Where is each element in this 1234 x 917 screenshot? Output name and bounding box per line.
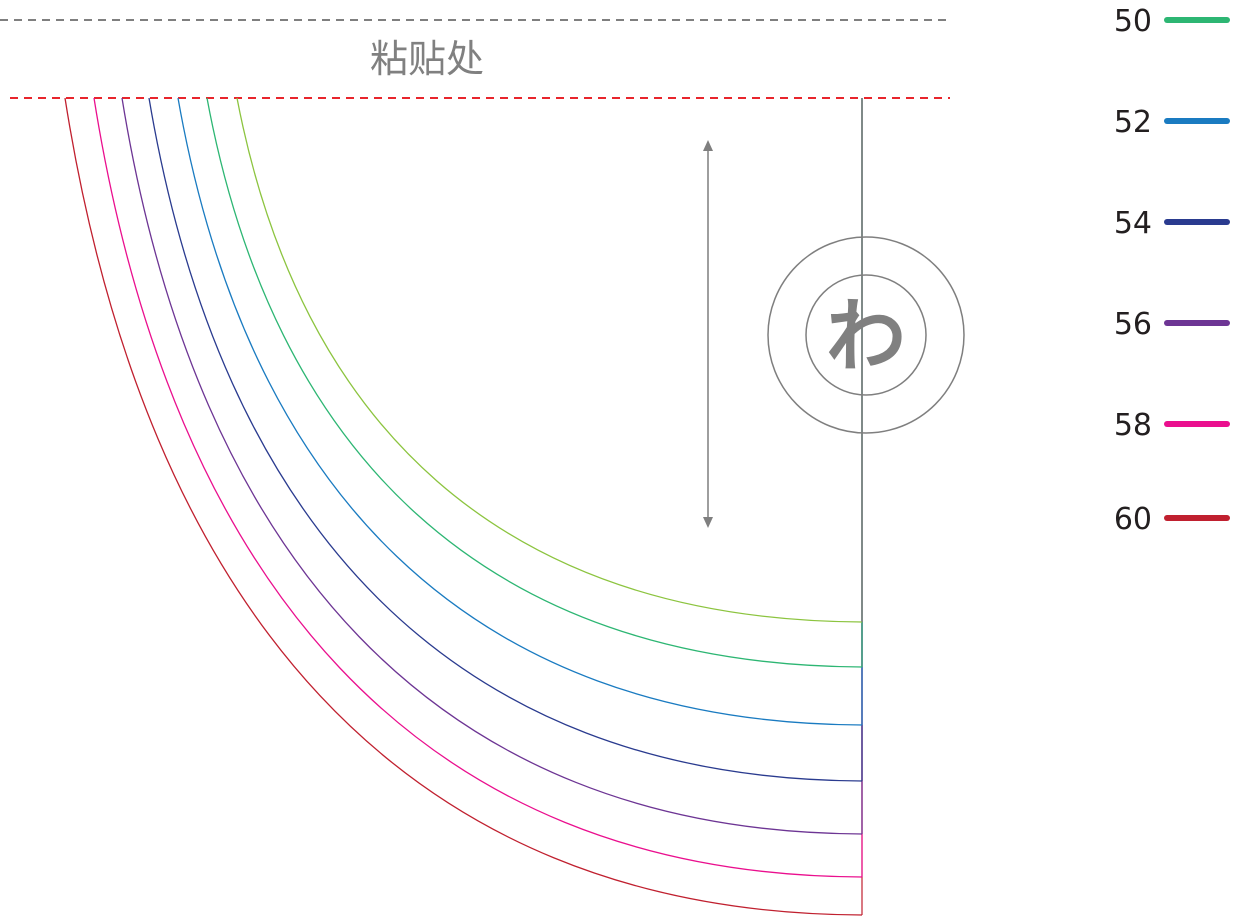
curve-size-60	[64, 97, 863, 916]
legend-item-56: 56	[1114, 307, 1230, 342]
legend-item-52: 52	[1114, 105, 1230, 140]
curve-innermost	[236, 97, 863, 623]
grainline-arrowhead-top	[703, 140, 713, 151]
curve-size-52	[177, 97, 863, 726]
glue-area-label: 粘贴处	[370, 37, 484, 81]
fold-mark-label: わ	[826, 290, 906, 383]
fold-mark: わ	[767, 236, 965, 434]
legend-label: 58	[1114, 408, 1152, 443]
fold-mark-outer-circle	[767, 236, 965, 434]
pattern-curves	[64, 97, 863, 916]
grainline-arrowhead-bottom	[703, 517, 713, 528]
curve-size-54	[148, 97, 863, 782]
legend-item-50: 50	[1114, 4, 1230, 39]
fold-mark-inner-circle	[805, 274, 927, 396]
legend-label: 54	[1114, 206, 1152, 241]
legend-item-58: 58	[1114, 408, 1230, 443]
curve-size-50	[206, 97, 863, 668]
grainline-arrow	[703, 140, 713, 528]
legend-label: 60	[1114, 502, 1152, 537]
legend-item-60: 60	[1114, 502, 1230, 537]
size-legend: 50 52 54 56 58 60	[1114, 4, 1230, 537]
legend-item-54: 54	[1114, 206, 1230, 241]
legend-label: 52	[1114, 105, 1152, 140]
legend-label: 50	[1114, 4, 1152, 39]
legend-label: 56	[1114, 307, 1152, 342]
curve-size-56	[121, 97, 863, 835]
curve-size-58	[93, 97, 863, 878]
